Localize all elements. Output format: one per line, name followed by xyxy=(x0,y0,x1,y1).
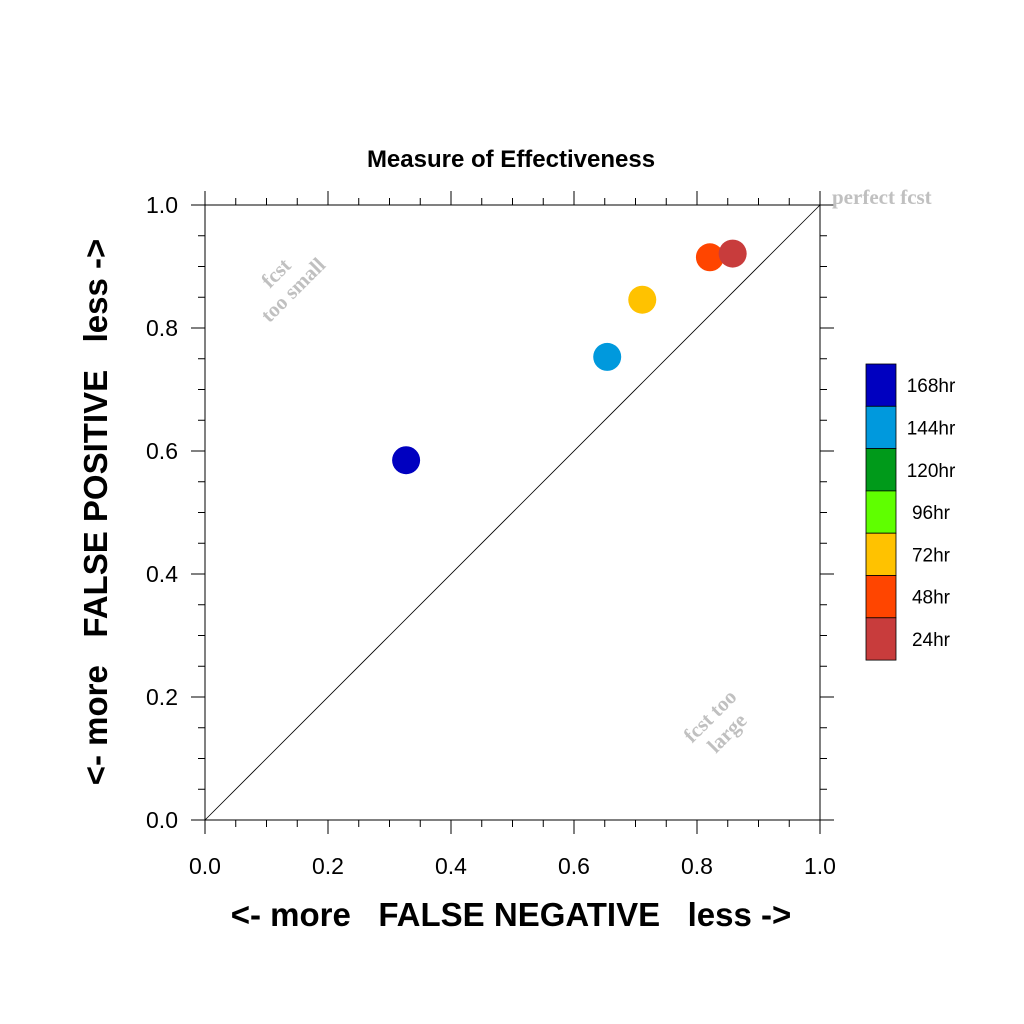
point-168hr xyxy=(392,446,421,475)
legend-swatch-48hr xyxy=(865,575,897,619)
legend-swatch-144hr xyxy=(865,405,897,449)
x-axis-label: <- more FALSE NEGATIVE less -> xyxy=(231,896,792,933)
legend-label-72hr: 72hr xyxy=(912,545,951,566)
point-144hr xyxy=(593,342,622,371)
axis-tick-labels: 0.0 0.2 0.4 0.6 0.8 1.0 0.0 0.2 0.4 0.6 0.8 1.0 xyxy=(146,192,836,879)
y-tick-label: 0.6 xyxy=(146,438,178,464)
x-tick-label: 0.6 xyxy=(558,853,590,879)
annotation-fcst-too-small: fcst too small xyxy=(256,253,330,327)
x-tick-label: 0.8 xyxy=(681,853,713,879)
point-48hr xyxy=(695,243,724,272)
legend-swatch-72hr xyxy=(865,532,897,576)
y-tick-label: 0.4 xyxy=(146,561,178,587)
plot-area: 0.0 0.2 0.4 0.6 0.8 1.0 0.0 0.2 0.4 0.6 0.8 1.0 xyxy=(146,191,836,879)
legend-label-120hr: 120hr xyxy=(907,461,956,482)
legend-label-96hr: 96hr xyxy=(912,503,951,524)
axis-ticks xyxy=(191,191,834,834)
legend-swatch-120hr xyxy=(865,448,897,492)
annotation-perfect-fcst: perfect fcst xyxy=(832,185,932,209)
point-72hr xyxy=(628,285,657,314)
legend-label-24hr: 24hr xyxy=(912,630,951,651)
x-tick-label: 0.0 xyxy=(189,853,221,879)
chart-title: Measure of Effectiveness xyxy=(367,146,655,173)
y-tick-label: 0.8 xyxy=(146,315,178,341)
legend-swatch-96hr xyxy=(865,490,897,534)
legend-label-48hr: 48hr xyxy=(912,588,951,609)
legend: 168hr 144hr 120hr 96hr 72hr 48hr 24hr xyxy=(865,363,956,661)
annotation-fcst-too-large: fcst too large xyxy=(679,685,752,758)
y-tick-label: 0.2 xyxy=(146,684,178,710)
legend-swatch-168hr xyxy=(865,363,897,407)
x-tick-label: 0.2 xyxy=(312,853,344,879)
x-tick-label: 0.4 xyxy=(435,853,467,879)
x-tick-label: 1.0 xyxy=(804,853,836,879)
legend-label-144hr: 144hr xyxy=(907,418,956,439)
legend-swatch-24hr xyxy=(865,617,897,661)
y-tick-label: 1.0 xyxy=(146,192,178,218)
legend-label-168hr: 168hr xyxy=(907,376,956,397)
y-tick-label: 0.0 xyxy=(146,807,178,833)
data-points xyxy=(392,239,747,475)
y-axis-label: <- more FALSE POSITIVE less -> xyxy=(77,239,114,786)
diagonal-line xyxy=(204,204,821,821)
point-24hr xyxy=(718,239,747,268)
